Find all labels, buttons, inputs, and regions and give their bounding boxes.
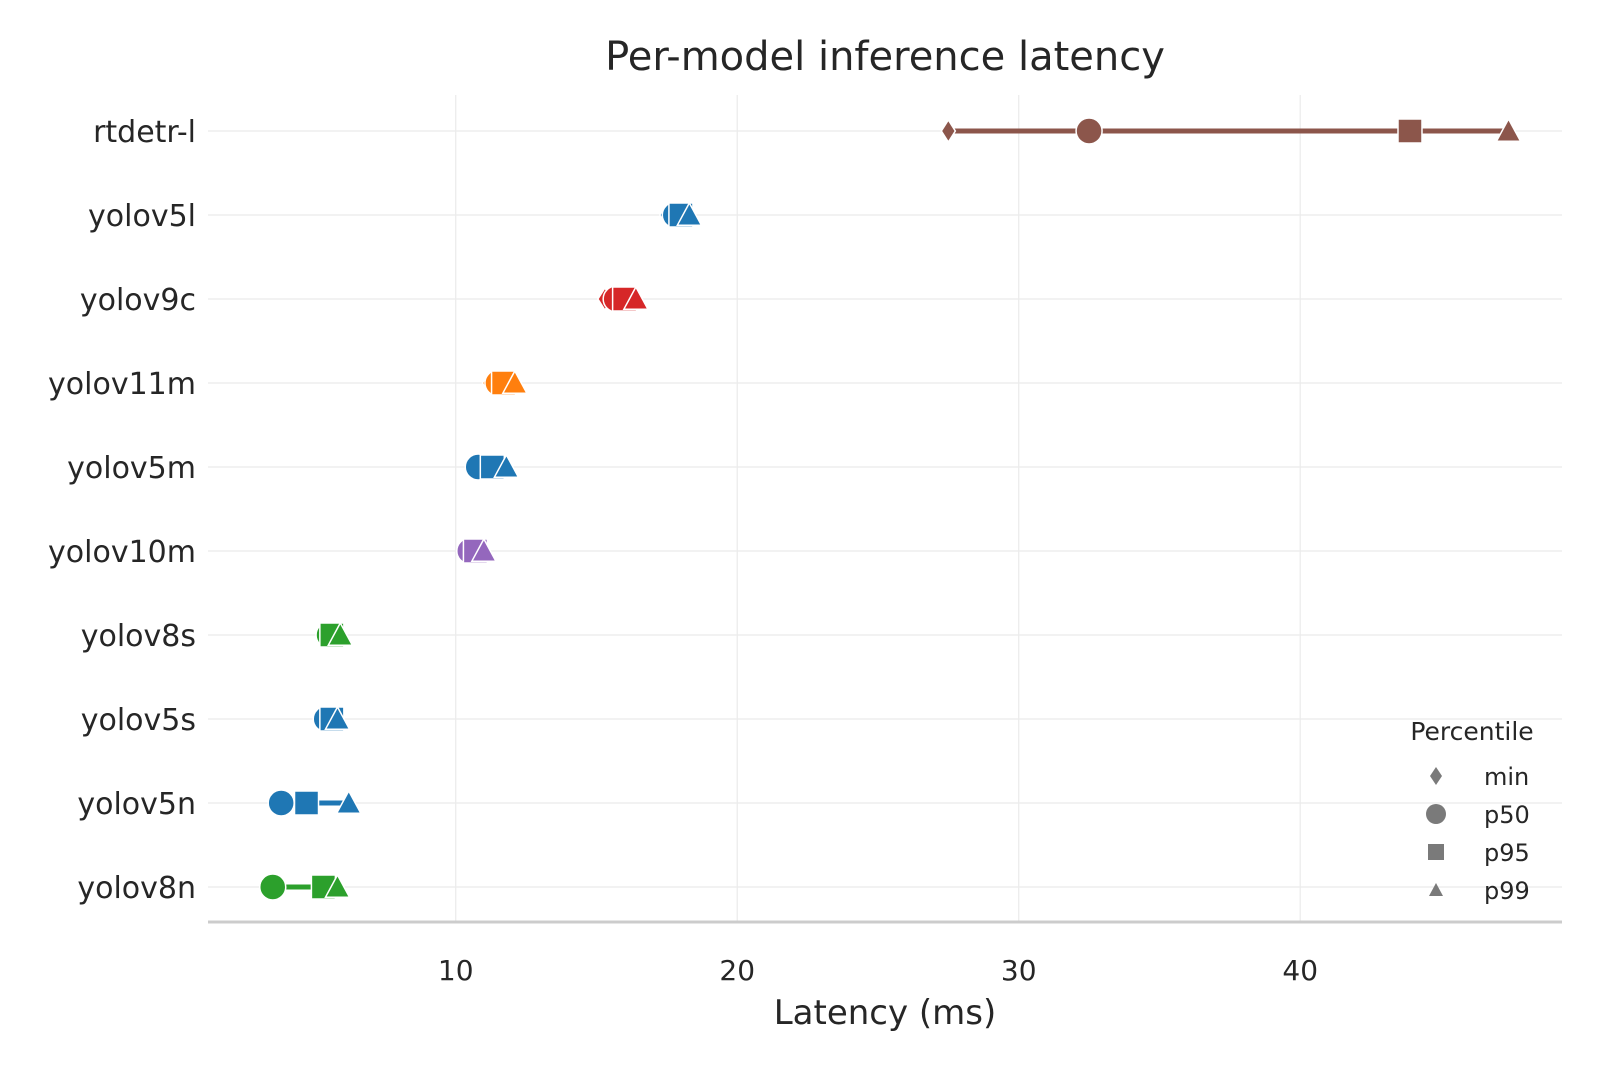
p99-marker-yolov9c <box>622 285 650 310</box>
y-tick-labels: rtdetr-l yolov5l yolov9c yolov11m yolov5m yol… <box>48 115 196 906</box>
y-tick-label: rtdetr-l <box>93 115 196 150</box>
legend-label-p95: p95 <box>1484 839 1530 867</box>
p95-marker-yolov5n <box>293 790 320 816</box>
chart-title: Per-model inference latency <box>605 34 1165 80</box>
y-tick-label: yolov10m <box>48 535 196 570</box>
p99-marker-yolov8s <box>327 621 354 646</box>
y-tick-label: yolov11m <box>48 367 196 402</box>
p99-marker-yolov10m <box>470 537 498 562</box>
x-axis-label: Latency (ms) <box>774 993 997 1033</box>
y-tick-label: yolov5m <box>67 451 196 486</box>
p50-marker-yolov5n <box>267 789 295 817</box>
p99-marker-yolov8n <box>324 873 351 898</box>
y-tick-label: yolov5s <box>81 703 196 738</box>
x-tick-label: 30 <box>1001 954 1037 987</box>
p99-marker-yolov5s <box>324 705 351 730</box>
legend-title: Percentile <box>1410 717 1533 746</box>
y-tick-label: yolov5n <box>77 787 196 822</box>
p50-marker-rtdetr-l <box>1075 117 1103 145</box>
legend-circle-marker <box>1426 804 1446 824</box>
y-tick-label: yolov8s <box>81 619 196 654</box>
data-markers <box>258 117 1522 901</box>
legend: Percentile min p50 p95 p99 <box>1410 717 1533 905</box>
p99-marker-yolov5n <box>335 789 363 814</box>
p99-marker-rtdetr-l <box>1495 117 1522 142</box>
p99-marker-yolov11m <box>501 369 529 394</box>
x-tick-labels: 10 20 30 40 <box>438 954 1318 987</box>
x-tick-label: 20 <box>719 954 755 987</box>
y-tick-label: yolov8n <box>77 871 196 906</box>
legend-entries: min p50 p95 p99 <box>1426 763 1530 905</box>
legend-label-min: min <box>1484 763 1529 791</box>
legend-label-p99: p99 <box>1484 877 1530 905</box>
p99-marker-yolov5l <box>676 201 703 226</box>
legend-diamond-marker <box>1430 767 1442 785</box>
grid-layer <box>208 95 1562 922</box>
y-tick-label: yolov5l <box>88 199 196 234</box>
p99-marker-yolov5m <box>493 453 520 478</box>
x-tick-label: 40 <box>1282 954 1318 987</box>
p50-marker-yolov8n <box>258 873 287 901</box>
x-tick-label: 10 <box>438 954 474 987</box>
p95-marker-rtdetr-l <box>1397 118 1423 144</box>
legend-square-marker <box>1428 844 1444 860</box>
legend-label-p50: p50 <box>1484 801 1530 829</box>
min-marker-rtdetr-l <box>940 118 957 144</box>
y-tick-label: yolov9c <box>80 283 196 318</box>
legend-triangle-marker <box>1429 883 1443 896</box>
